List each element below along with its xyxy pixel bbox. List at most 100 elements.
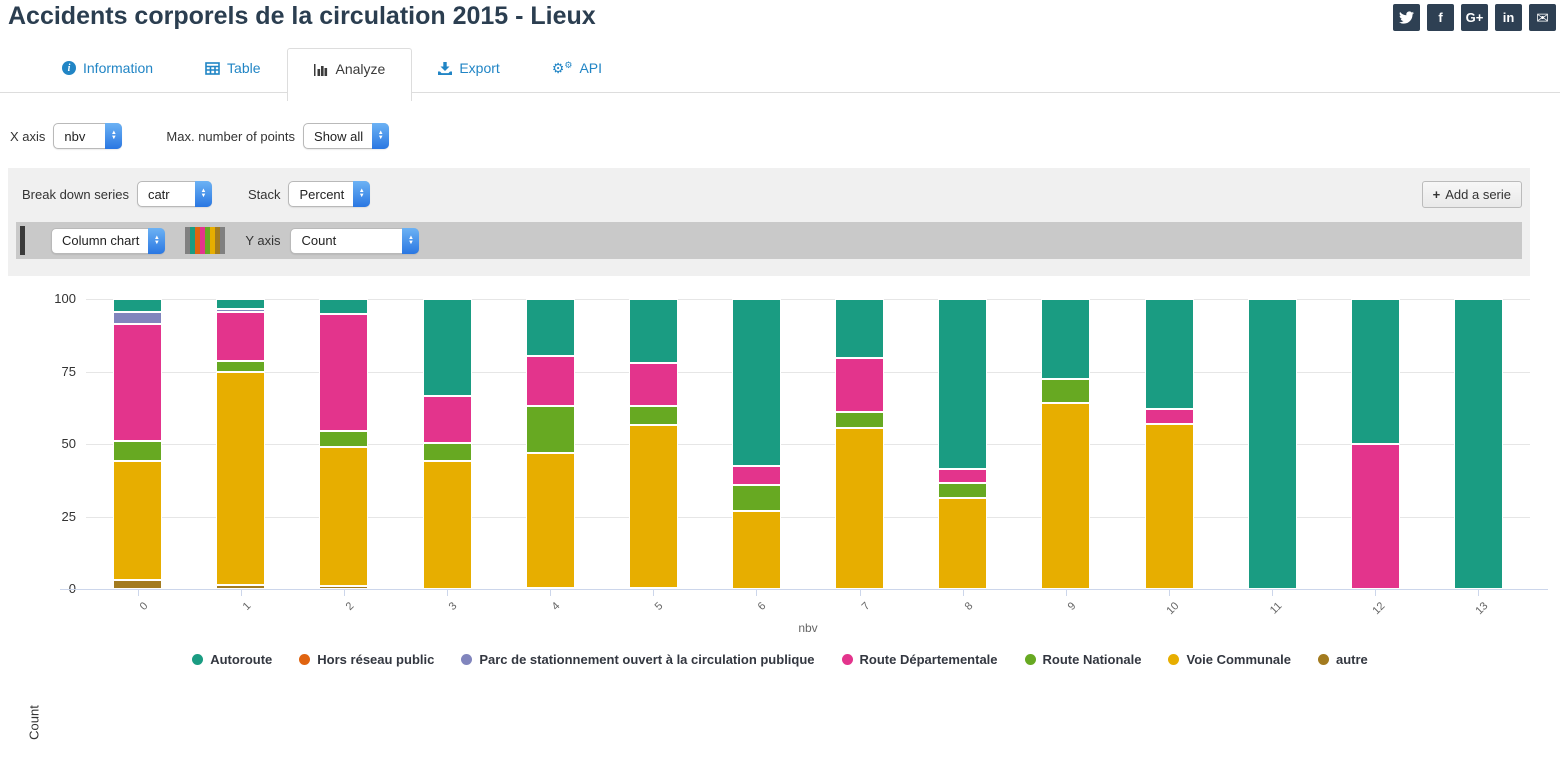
bar-segment[interactable]	[731, 299, 781, 466]
bar-segment[interactable]	[1350, 444, 1400, 589]
bar-segment[interactable]	[525, 355, 575, 407]
bar-segment[interactable]	[422, 299, 472, 397]
bar-segment[interactable]	[835, 428, 885, 589]
tab-export[interactable]: Export	[412, 48, 525, 88]
bar-segment[interactable]	[319, 446, 369, 587]
bar-segment[interactable]	[216, 584, 266, 589]
legend-item[interactable]: Hors réseau public	[299, 652, 434, 667]
bar-segment[interactable]	[628, 299, 678, 363]
x-axis-select[interactable]: nbv ▲ ▼	[53, 123, 123, 149]
bar-segment[interactable]	[1041, 299, 1091, 379]
bar-segment[interactable]	[938, 299, 988, 469]
breakdown-row: Break down series catr ▲ ▼ Stack Percent …	[22, 181, 371, 207]
bar-segment[interactable]	[835, 299, 885, 359]
bar-segment[interactable]	[216, 371, 266, 585]
select-stepper-icon: ▲ ▼	[353, 181, 371, 207]
email-icon[interactable]: ✉	[1529, 4, 1556, 31]
stacked-bar-2[interactable]	[319, 299, 369, 589]
x-axis-label: X axis	[10, 128, 46, 144]
bar-segment[interactable]	[422, 461, 472, 589]
bar-segment[interactable]	[1144, 299, 1194, 410]
bar-segment[interactable]	[835, 412, 885, 429]
stacked-bar-11[interactable]	[1247, 299, 1297, 589]
breakdown-select[interactable]: catr ▲ ▼	[136, 181, 212, 207]
bar-segment[interactable]	[628, 362, 678, 407]
bar-segment[interactable]	[216, 361, 266, 372]
bar-segment[interactable]	[1041, 403, 1091, 589]
color-palette-icon[interactable]	[185, 227, 226, 254]
bar-segment[interactable]	[113, 580, 163, 589]
legend-item[interactable]: Route Nationale	[1024, 652, 1141, 667]
bar-segment[interactable]	[1453, 299, 1503, 589]
bar-segment[interactable]	[113, 323, 163, 442]
legend-item[interactable]: Route Départementale	[841, 652, 998, 667]
bar-segment[interactable]	[1247, 299, 1297, 589]
tab-analyze[interactable]: Analyze	[286, 48, 413, 101]
stacked-bar-3[interactable]	[422, 299, 472, 589]
y-axis-select[interactable]: Count ▲ ▼	[290, 227, 420, 254]
bar-segment[interactable]	[1350, 299, 1400, 444]
stacked-bar-13[interactable]	[1453, 299, 1503, 589]
bar-segment[interactable]	[319, 299, 369, 314]
bar-segment[interactable]	[628, 425, 678, 588]
bar-segment[interactable]	[113, 299, 163, 313]
bar-segment[interactable]	[628, 406, 678, 426]
bar-segment[interactable]	[113, 441, 163, 462]
bar-segment[interactable]	[835, 358, 885, 413]
stacked-bar-8[interactable]	[938, 299, 988, 589]
bar-segment[interactable]	[525, 452, 575, 588]
stacked-bar-5[interactable]	[628, 299, 678, 589]
googleplus-icon[interactable]: G+	[1461, 4, 1488, 31]
stacked-bar-4[interactable]	[525, 299, 575, 589]
bar-segment[interactable]	[731, 510, 781, 589]
stacked-bar-1[interactable]	[216, 299, 266, 589]
legend-item[interactable]: Parc de stationnement ouvert à la circul…	[461, 652, 815, 667]
gridline	[86, 516, 1530, 518]
x-tick	[653, 590, 655, 596]
bar-segment[interactable]	[216, 299, 266, 310]
tab-information[interactable]: i Information	[36, 48, 179, 88]
bar-segment[interactable]	[319, 313, 369, 431]
legend-item[interactable]: Voie Communale	[1168, 652, 1291, 667]
bar-segment[interactable]	[113, 312, 163, 324]
bar-segment[interactable]	[731, 465, 781, 485]
tab-table[interactable]: Table	[179, 48, 286, 88]
stacked-bar-12[interactable]	[1350, 299, 1400, 589]
stacked-bar-6[interactable]	[731, 299, 781, 589]
stacked-bar-9[interactable]	[1041, 299, 1091, 589]
add-serie-button[interactable]: + Add a serie	[1421, 181, 1522, 208]
stacked-bar-0[interactable]	[113, 299, 163, 589]
bar-segment[interactable]	[938, 483, 988, 498]
bar-segment[interactable]	[938, 468, 988, 484]
bar-segment[interactable]	[525, 587, 575, 589]
bar-segment[interactable]	[1041, 378, 1091, 404]
bar-segment[interactable]	[113, 461, 163, 581]
drag-handle[interactable]	[20, 226, 25, 255]
bar-segment[interactable]	[319, 430, 369, 447]
x-tick	[343, 590, 345, 596]
bar-segment[interactable]	[422, 396, 472, 443]
bar-segment[interactable]	[1144, 409, 1194, 424]
bar-segment[interactable]	[938, 497, 988, 589]
stacked-bar-7[interactable]	[835, 299, 885, 589]
bar-segment[interactable]	[525, 406, 575, 453]
bar-segment[interactable]	[216, 309, 266, 313]
stacked-bar-10[interactable]	[1144, 299, 1194, 589]
bar-segment[interactable]	[628, 587, 678, 589]
stack-select[interactable]: Percent ▲ ▼	[288, 181, 371, 207]
bar-segment[interactable]	[1144, 423, 1194, 589]
legend-item[interactable]: autre	[1318, 652, 1368, 667]
max-points-select[interactable]: Show all ▲ ▼	[303, 123, 390, 149]
bar-segment[interactable]	[319, 586, 369, 589]
linkedin-icon[interactable]: in	[1495, 4, 1522, 31]
legend-item[interactable]: Autoroute	[192, 652, 272, 667]
bar-segment[interactable]	[731, 484, 781, 511]
facebook-icon[interactable]: f	[1427, 4, 1454, 31]
bar-segment[interactable]	[216, 312, 266, 362]
twitter-icon[interactable]	[1393, 4, 1420, 31]
bar-segment[interactable]	[525, 299, 575, 356]
x-tick	[1478, 590, 1480, 596]
tab-api[interactable]: ⚙⚙ API	[551, 60, 603, 76]
bar-segment[interactable]	[422, 442, 472, 462]
chart-type-select[interactable]: Column chart ▲ ▼	[51, 227, 166, 254]
